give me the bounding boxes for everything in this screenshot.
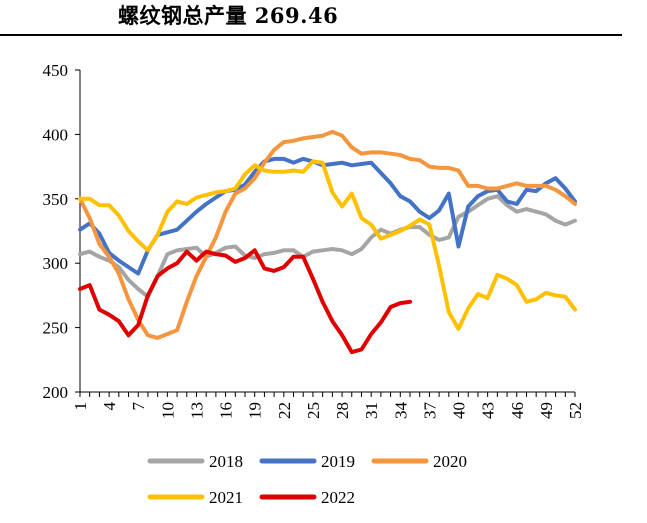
x-tick-label: 52 — [566, 402, 585, 419]
y-tick-label: 300 — [43, 254, 69, 273]
chart-title: 螺纹钢总产量 269.46 — [118, 3, 339, 28]
x-tick-label: 37 — [420, 402, 439, 420]
legend-item-2022: 2022 — [259, 488, 355, 507]
chart-series-lines — [78, 129, 577, 355]
legend-item-2018: 2018 — [147, 452, 243, 471]
legend-label: 2020 — [433, 452, 467, 471]
x-tick-label: 25 — [304, 402, 323, 419]
x-tick-label: 28 — [333, 402, 352, 419]
y-tick-label: 400 — [43, 125, 69, 144]
title-underline — [0, 34, 622, 36]
y-tick-label: 250 — [43, 319, 69, 338]
y-tick-label: 200 — [43, 383, 69, 402]
x-tick-label: 43 — [479, 402, 498, 419]
x-tick-label: 40 — [450, 402, 469, 419]
chart-axes: 200 250 300 350 400 450 1 4 7 10 13 16 19 22 25 28 31 34 3… — [43, 61, 586, 419]
y-tick-label: 450 — [43, 61, 69, 80]
legend-label: 2022 — [321, 488, 355, 507]
x-tick-label: 34 — [391, 402, 410, 420]
legend-label: 2021 — [209, 488, 243, 507]
x-tick-label: 13 — [187, 402, 206, 419]
x-tick-label: 10 — [158, 402, 177, 419]
legend-label: 2018 — [209, 452, 243, 471]
x-tick-label: 31 — [362, 402, 381, 419]
y-tick-label: 350 — [43, 190, 69, 209]
x-tick-label: 46 — [508, 402, 527, 419]
series-line-2018 — [78, 194, 577, 299]
legend-item-2020: 2020 — [371, 452, 467, 471]
legend-item-2019: 2019 — [259, 452, 355, 471]
x-tick-label: 49 — [537, 402, 556, 419]
legend-item-2021: 2021 — [147, 488, 243, 507]
x-tick-label: 7 — [129, 402, 148, 411]
legend-label: 2019 — [321, 452, 355, 471]
x-tick-label: 19 — [246, 402, 265, 419]
x-tick-label: 4 — [100, 402, 119, 411]
x-tick-label: 22 — [275, 402, 294, 419]
series-line-2020 — [78, 129, 577, 340]
x-tick-label: 1 — [71, 402, 90, 411]
chart-legend: 2018 2019 2020 2021 2022 — [147, 452, 467, 507]
series-line-2022 — [78, 248, 412, 355]
x-tick-label: 16 — [217, 402, 236, 419]
series-line-2021 — [78, 159, 577, 331]
